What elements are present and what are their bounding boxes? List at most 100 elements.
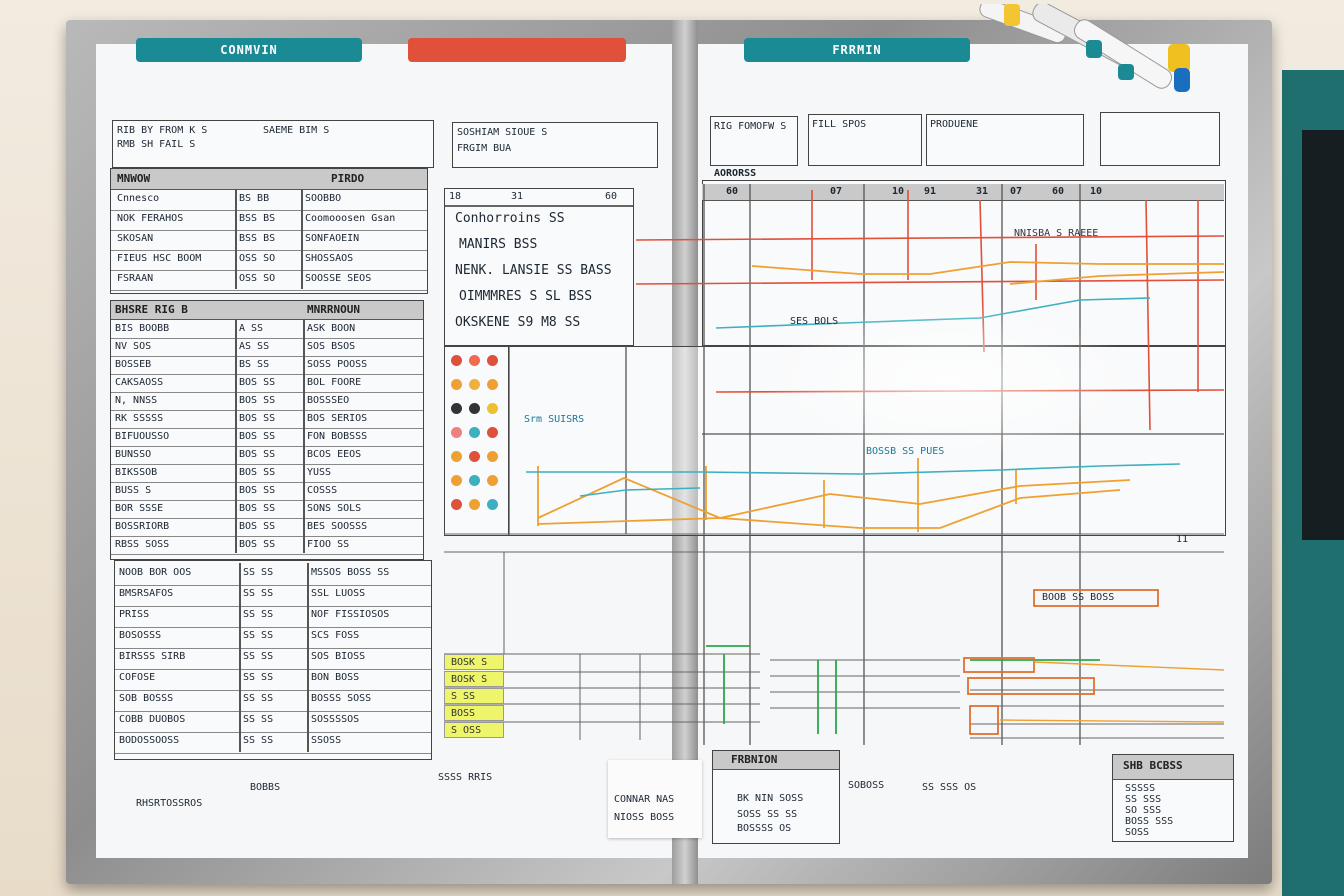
table-cell: SSL LUOSS	[311, 588, 366, 599]
color-dot	[469, 451, 480, 462]
color-dot	[469, 379, 480, 390]
table-cell: BIS BOOBB	[115, 323, 170, 334]
table-subtitle: PIRDO	[331, 172, 365, 185]
chart-label: BOOB SS BOSS	[1042, 592, 1115, 603]
color-dot	[469, 355, 480, 366]
top-note-right-4	[1100, 112, 1220, 166]
table-cell: MSSOS BOSS SS	[311, 567, 390, 578]
table-cell: BUNSSO	[115, 449, 152, 460]
table-row: Cnnesco BS BB SOOBBO	[111, 191, 427, 211]
table-cell: OSS SO	[239, 253, 276, 264]
top-note-mid: SOSHIAM SIOUE S FRGIM BUA	[452, 122, 658, 168]
table-cell: FON BOBSSS	[307, 431, 368, 442]
sticky-note: S SS	[444, 688, 504, 704]
table-row: BIS BOOBB A SS ASK BOON	[111, 321, 423, 339]
table-row: BIFUOUSSO BOS SS FON BOBSSS	[111, 429, 423, 447]
table-row: NOK FERAHOS BSS BS Coomooosen Gsan	[111, 211, 427, 231]
right-header-num: 31	[976, 186, 989, 197]
wall-doorway	[1282, 70, 1344, 896]
bottom-box-line: BK NIN SOSS	[737, 793, 804, 804]
table-cell: SS SS	[243, 651, 274, 662]
table-row: BOSSEB BS SS SOSS POOSS	[111, 357, 423, 375]
top-note-text: PRODUENE	[930, 119, 979, 130]
sticky-note: BOSK S	[444, 654, 504, 670]
left-table-1: MNWOW PIRDO Cnnesco BS BB SOOBBO NOK FERAHO…	[110, 168, 428, 294]
table-cell: SS SS	[243, 630, 274, 641]
table-cell: BOS SS	[239, 431, 276, 442]
table-cell: A SS	[239, 323, 264, 334]
top-note-text: SAEME BIM S	[263, 125, 330, 136]
table-cell: RBSS SOSS	[115, 539, 170, 550]
table-title: BHSRE RIG B	[115, 303, 188, 316]
table-row: BIKSSOB BOS SS YUSS	[111, 465, 423, 483]
table-cell: BOS SS	[239, 467, 276, 478]
table-cell: SS SS	[243, 693, 274, 704]
top-note-text: FRGIM BUA	[457, 143, 512, 154]
tab-red	[408, 38, 626, 62]
column-divider	[301, 189, 303, 289]
bottom-note: RHSRTOSSROS	[136, 798, 203, 809]
table-row: BIRSSS SIRB SS SS SOS BIOSS	[115, 649, 431, 670]
color-dot	[487, 403, 498, 414]
table-cell: BOL FOORE	[307, 377, 362, 388]
table-row: NOOB BOR OOS SS SS MSSOS BOSS SS	[115, 565, 431, 586]
table-cell: SONFAOEIN	[305, 233, 360, 244]
table-row: BUNSSO BOS SS BCOS EEOS	[111, 447, 423, 465]
tab-right: FRRMIN	[744, 38, 970, 62]
top-note-text: FILL SPOS	[812, 119, 867, 130]
table-cell: SS SS	[243, 609, 274, 620]
color-dot	[469, 403, 480, 414]
table-row: BMSRSAFOS SS SS SSL LUOSS	[115, 586, 431, 607]
color-dot	[487, 427, 498, 438]
table-cell: BOS SS	[239, 521, 276, 532]
color-dot	[451, 499, 462, 510]
chart-top-label: AORORSS	[714, 168, 757, 179]
color-dot	[469, 499, 480, 510]
bottom-note: BOBBS	[250, 782, 281, 793]
table-row: NV SOS AS SS SOS BSOS	[111, 339, 423, 357]
table-cell: FIEUS HSC BOOM	[117, 253, 202, 264]
table-cell: SS SS	[243, 588, 274, 599]
table-row: RBSS SOSS BOS SS FIOO SS	[111, 537, 423, 555]
orange-rows	[999, 661, 1225, 723]
table-cell: N, NNSS	[115, 395, 158, 406]
orange-boxes	[963, 589, 1159, 735]
sticky-note: BOSS	[444, 705, 504, 721]
table-cell: SOSS POOSS	[307, 359, 368, 370]
table-cell: NOF FISSIOSOS	[311, 609, 390, 620]
mid-list-item: Conhorroins SS	[455, 211, 565, 226]
mid-list-item: NENK. LANSIE SS BASS	[455, 263, 612, 278]
table-cell: SSOSS	[311, 735, 342, 746]
right-header-num: 07	[830, 186, 843, 197]
table-cell: OSS SO	[239, 273, 276, 284]
table-cell: NV SOS	[115, 341, 152, 352]
table-cell: BOS SERIOS	[307, 413, 368, 424]
bottom-box-header: FRBNION	[713, 751, 839, 770]
right-header-num: 10	[892, 186, 905, 197]
right-header-num: 10	[1090, 186, 1103, 197]
table-cell: BIRSSS SIRB	[119, 651, 186, 662]
marker-pens-cluster	[979, 4, 1190, 92]
table-cell: BON BOSS	[311, 672, 360, 683]
chart-label: BOSSB SS PUES	[866, 446, 945, 457]
far-right-box-header: SHB BCBSS	[1113, 755, 1233, 780]
far-right-line: SO SSS	[1125, 805, 1162, 816]
far-right-box: SHB BCBSS SSSSS SS SSS SO SSS BOSS SSS SOSS	[1112, 754, 1234, 842]
bottom-box-title: FRBNION	[731, 753, 778, 766]
dot-grid	[444, 346, 510, 536]
table-cell: COBB DUOBOS	[119, 714, 186, 725]
table-cell: SOSSSSOS	[311, 714, 360, 725]
table-cell: COSSS	[307, 485, 338, 496]
right-header-num: 07	[1010, 186, 1023, 197]
center-rail	[672, 20, 698, 884]
dark-panel	[1302, 130, 1344, 540]
top-note-text: RIB BY FROM K S	[117, 125, 208, 136]
far-right-line: SS SSS	[1125, 794, 1162, 805]
marker-pens	[979, 4, 1190, 92]
table-cell: BSS BS	[239, 213, 276, 224]
orange-series	[537, 261, 1225, 532]
table-cell: ASK BOON	[307, 323, 356, 334]
top-note-text: SOSHIAM SIOUE S	[457, 127, 548, 138]
mid-header-num: 18	[449, 191, 462, 202]
bottom-box-line: BOSSSS OS	[737, 823, 792, 834]
